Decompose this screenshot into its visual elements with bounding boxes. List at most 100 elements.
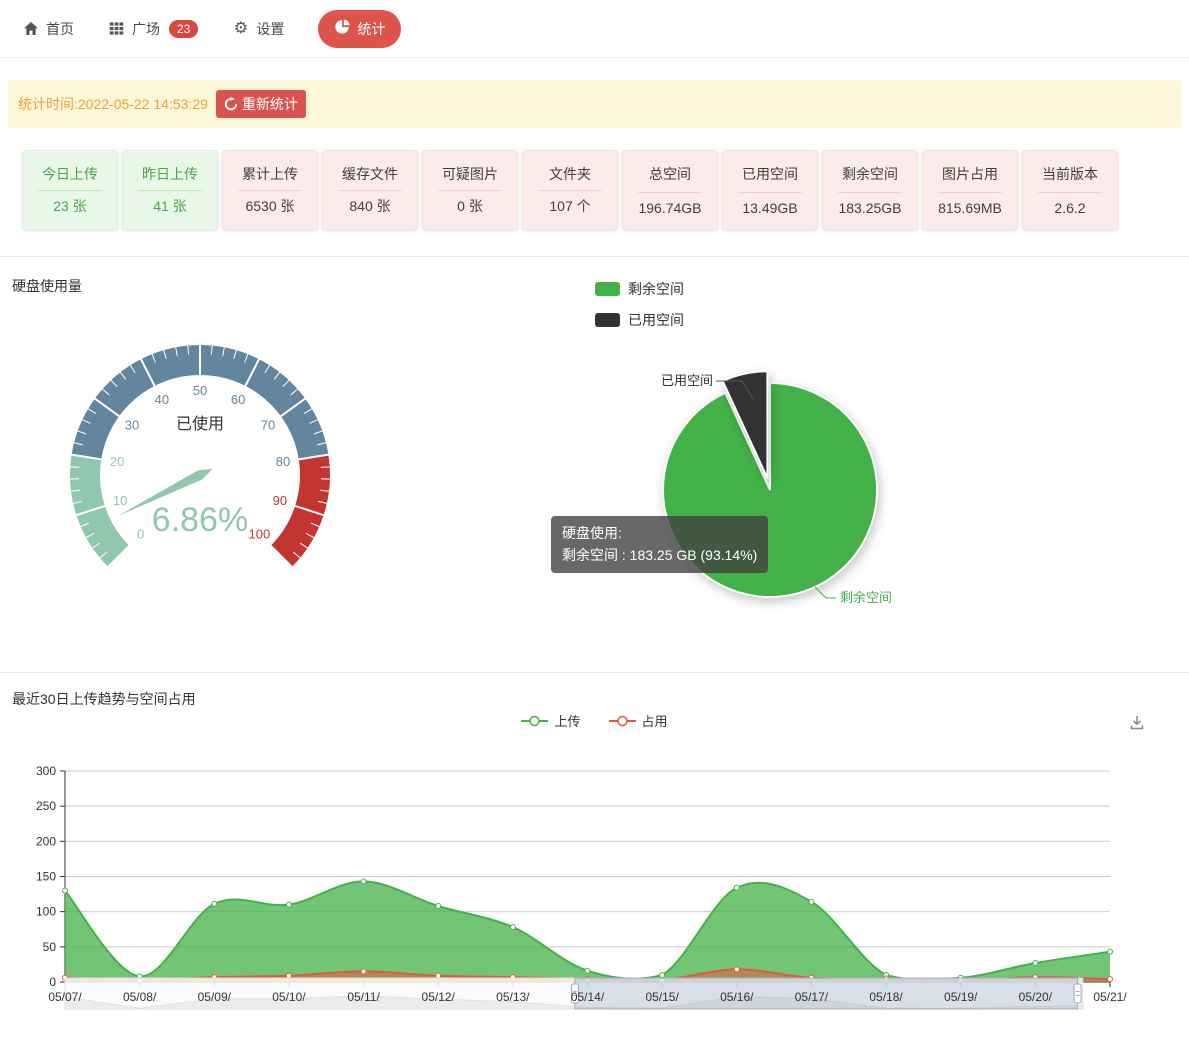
gears-icon: ⚙︎ bbox=[233, 19, 249, 37]
svg-text:05/21/: 05/21/ bbox=[1093, 990, 1127, 1004]
stat-card-title: 文件夹 bbox=[549, 166, 591, 182]
legend-swatch bbox=[595, 313, 620, 327]
line-marker-icon bbox=[608, 715, 636, 726]
svg-text:05/17/: 05/17/ bbox=[795, 990, 829, 1004]
svg-text:05/14/: 05/14/ bbox=[571, 990, 605, 1004]
stat-card-title: 总空间 bbox=[649, 166, 691, 182]
svg-text:150: 150 bbox=[36, 870, 56, 884]
stat-card-divider bbox=[338, 189, 402, 191]
nav-item-label: 首页 bbox=[46, 20, 74, 37]
svg-text:200: 200 bbox=[36, 834, 56, 848]
legend-label: 已用空间 bbox=[628, 312, 684, 328]
svg-text:05/11/: 05/11/ bbox=[347, 990, 380, 1004]
stat-card-value: 2.6.2 bbox=[1054, 200, 1086, 216]
tooltip-title: 硬盘使用: bbox=[562, 525, 622, 541]
svg-text:50: 50 bbox=[193, 383, 207, 398]
datazoom-window[interactable] bbox=[574, 977, 1079, 1010]
home-icon bbox=[22, 20, 39, 37]
trend-chart[interactable]: 0 50 100 150 200 250 300 05/07/05/08/05/09/05/1… bbox=[0, 754, 1189, 1047]
stat-card-title: 累计上传 bbox=[242, 166, 298, 182]
svg-text:250: 250 bbox=[36, 799, 56, 813]
line-marker-icon bbox=[521, 715, 549, 726]
stat-card-value: 183.25GB bbox=[838, 200, 902, 216]
svg-text:05/18/: 05/18/ bbox=[869, 990, 903, 1004]
grid-icon bbox=[108, 20, 125, 37]
stat-card-title: 今日上传 bbox=[42, 166, 98, 182]
stat-card-value: 815.69MB bbox=[938, 200, 1002, 216]
svg-text:05/20/: 05/20/ bbox=[1019, 990, 1053, 1004]
svg-text:100: 100 bbox=[249, 526, 271, 541]
upload-trend-section: 最近30日上传趋势与空间占用 上传 占用 0 50 100 150 200 250 300 05… bbox=[0, 673, 1189, 1047]
recount-button[interactable]: 重新统计 bbox=[215, 90, 306, 118]
disk-usage-section: 硬盘使用量 剩余空间 已用空间 0 10 20 30 40 50 60 70 80 90 100 已使用… bbox=[0, 257, 1189, 672]
section-divider bbox=[0, 672, 1189, 673]
datazoom-handle-left[interactable] bbox=[570, 983, 579, 1004]
svg-text:6.86%: 6.86% bbox=[152, 501, 248, 539]
stat-card: 当前版本 2.6.2 bbox=[1022, 150, 1118, 230]
save-as-image-icon[interactable] bbox=[1128, 715, 1146, 737]
nav-item-settings[interactable]: ⚙︎ 设置 bbox=[232, 19, 285, 39]
stat-card-value: 107 个 bbox=[549, 198, 591, 214]
trend-legend-item[interactable]: 上传 bbox=[521, 711, 581, 730]
svg-text:10: 10 bbox=[113, 493, 127, 508]
stat-card-divider bbox=[38, 189, 102, 191]
trend-legend-item[interactable]: 占用 bbox=[608, 711, 668, 730]
refresh-icon bbox=[224, 97, 238, 111]
pie-legend-item[interactable]: 剩余空间 bbox=[595, 279, 684, 299]
svg-text:70: 70 bbox=[261, 418, 275, 433]
navbar: 首页 广场 23 ⚙︎ 设置 统计 bbox=[0, 0, 1189, 58]
svg-text:05/09/: 05/09/ bbox=[198, 990, 232, 1004]
svg-text:0: 0 bbox=[137, 526, 144, 541]
svg-text:30: 30 bbox=[125, 418, 139, 433]
nav-item-statistics-active[interactable]: 统计 bbox=[318, 9, 402, 48]
legend-label: 剩余空间 bbox=[628, 281, 684, 297]
pie-label-used: 已用空间 bbox=[661, 373, 713, 388]
stat-card: 图片占用 815.69MB bbox=[922, 150, 1018, 230]
recount-button-label: 重新统计 bbox=[241, 96, 298, 112]
nav-item-plaza[interactable]: 广场 23 bbox=[108, 19, 199, 39]
disk-section-title: 硬盘使用量 bbox=[12, 278, 82, 294]
nav-item-label: 设置 bbox=[256, 20, 285, 37]
trend-legend: 上传 占用 bbox=[0, 711, 1189, 730]
stats-time-text: 统计时间:2022-05-22 14:53:29 bbox=[18, 96, 208, 112]
pie-label-free: 剩余空间 bbox=[840, 590, 892, 605]
svg-text:100: 100 bbox=[36, 905, 56, 919]
stat-card-value: 0 张 bbox=[457, 198, 483, 214]
pie-legend-item[interactable]: 已用空间 bbox=[595, 310, 684, 330]
nav-item-label: 广场 bbox=[132, 20, 160, 37]
stat-card: 缓存文件 840 张 bbox=[322, 150, 418, 230]
svg-text:90: 90 bbox=[273, 493, 287, 508]
svg-text:已使用: 已使用 bbox=[176, 415, 224, 433]
stat-card: 已用空间 13.49GB bbox=[722, 150, 818, 230]
stat-card-value: 196.74GB bbox=[638, 200, 702, 216]
svg-text:80: 80 bbox=[276, 454, 290, 469]
pie-legend: 剩余空间 已用空间 bbox=[595, 279, 684, 330]
nav-item-home[interactable]: 首页 bbox=[22, 19, 74, 39]
stat-card-title: 当前版本 bbox=[1042, 166, 1098, 182]
svg-text:60: 60 bbox=[231, 392, 245, 407]
legend-label: 占用 bbox=[641, 714, 668, 729]
stat-card: 剩余空间 183.25GB bbox=[822, 150, 918, 230]
stat-card: 昨日上传 41 张 bbox=[122, 150, 218, 230]
stat-card-title: 缓存文件 bbox=[342, 166, 398, 182]
stat-card: 今日上传 23 张 bbox=[22, 150, 118, 230]
disk-gauge-chart: 0 10 20 30 40 50 60 70 80 90 100 已使用 6.86% bbox=[70, 345, 330, 568]
stat-card-title: 图片占用 bbox=[942, 166, 998, 182]
plaza-count-badge: 23 bbox=[169, 19, 199, 38]
section-divider bbox=[0, 256, 1189, 257]
stat-card-divider bbox=[638, 191, 702, 193]
stat-card-value: 41 张 bbox=[153, 198, 187, 214]
svg-text:05/12/: 05/12/ bbox=[422, 990, 456, 1004]
stat-card-value: 13.49GB bbox=[742, 200, 798, 216]
svg-text:05/10/: 05/10/ bbox=[272, 990, 306, 1004]
stat-card: 文件夹 107 个 bbox=[522, 150, 618, 230]
nav-item-label: 统计 bbox=[357, 20, 386, 37]
svg-text:05/16/: 05/16/ bbox=[720, 990, 754, 1004]
stat-card-divider bbox=[538, 189, 602, 191]
datazoom-handle-right[interactable] bbox=[1073, 983, 1082, 1004]
svg-text:05/15/: 05/15/ bbox=[645, 990, 679, 1004]
stat-card-divider bbox=[938, 191, 1002, 193]
pie-chart-icon bbox=[334, 19, 350, 38]
stat-card-title: 可疑图片 bbox=[442, 166, 498, 182]
